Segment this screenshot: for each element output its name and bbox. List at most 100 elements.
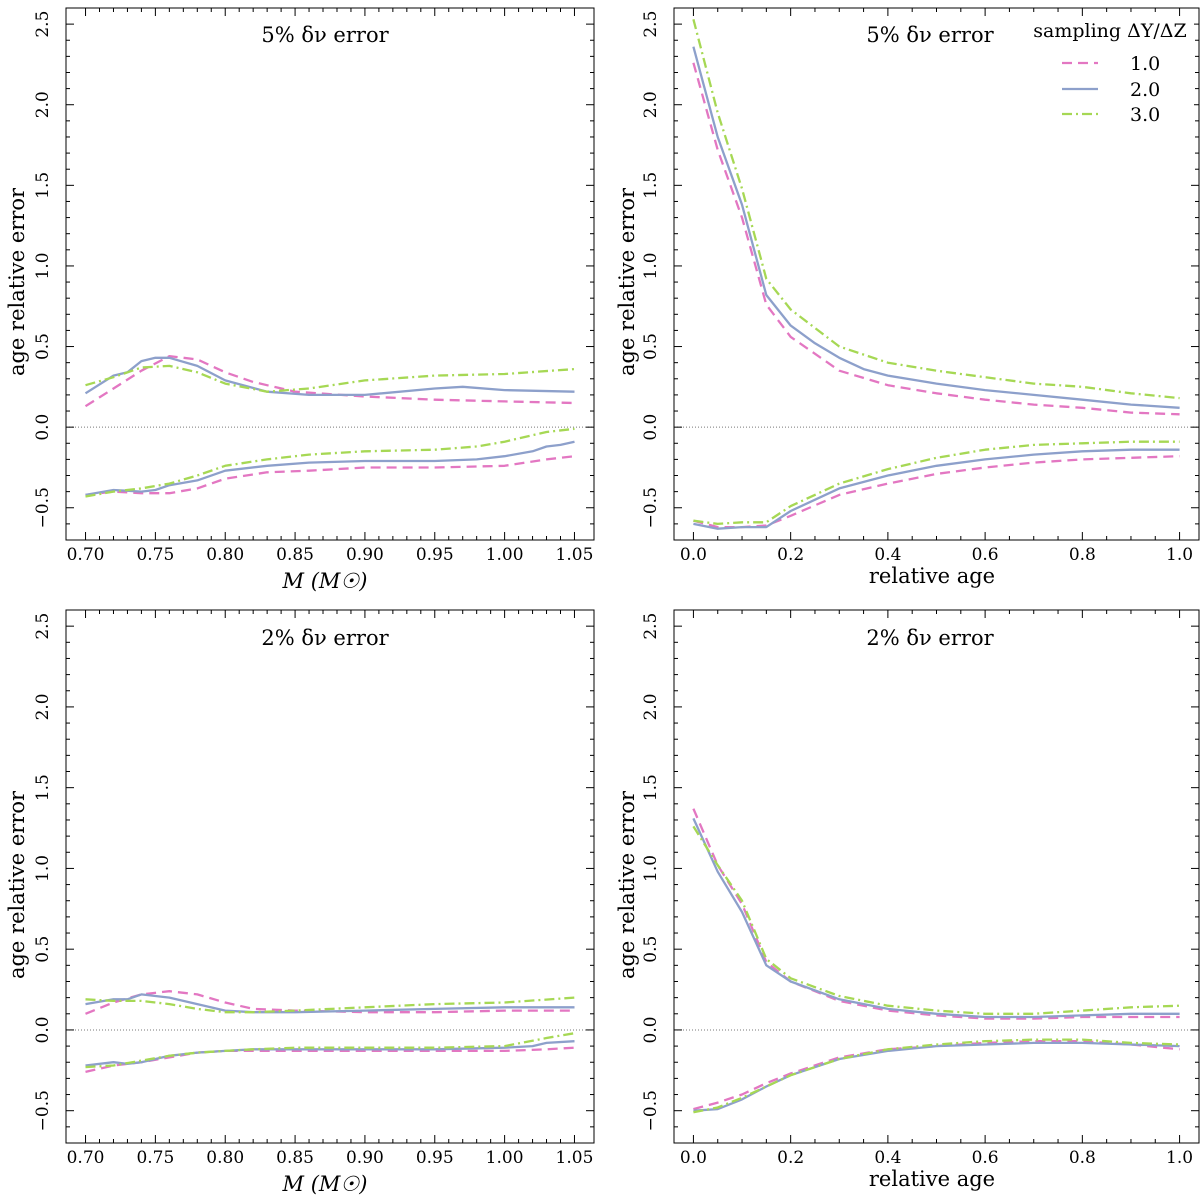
x-tick-label: 0.85 — [276, 1148, 314, 1168]
legend-entry-3: 3.0 — [1062, 104, 1160, 126]
series-2-0-upper-line — [84, 356, 575, 397]
y-tick-label: 2.5 — [33, 11, 53, 38]
y-tick-label: 1.0 — [641, 855, 661, 882]
x-tick-label: 0.4 — [874, 545, 901, 565]
panel-title: 2% δν error — [866, 626, 994, 650]
y-tick-label: −0.5 — [33, 1090, 53, 1131]
panel-title: 2% δν error — [261, 626, 389, 650]
legend-background — [1028, 18, 1194, 126]
panel-bottom-right: 2% δν error age relative error relative … — [615, 609, 1200, 1191]
series-3-0-upper-line — [692, 825, 1180, 1015]
legend-label-3: 3.0 — [1130, 104, 1160, 126]
series-1-0-upper-line — [692, 62, 1180, 416]
series-2-0-lower-line — [85, 440, 575, 497]
y-tick-label: 1.5 — [641, 172, 661, 199]
legend-label-2: 2.0 — [1130, 79, 1160, 101]
y-tick-label: 0.5 — [641, 936, 661, 963]
series-3-0-lower-line — [693, 1038, 1180, 1114]
x-tick-label: 0.90 — [346, 545, 384, 565]
x-tick-label: 0.85 — [276, 545, 314, 565]
x-tick-label: 0.75 — [136, 545, 174, 565]
y-axis-label: age relative error — [615, 790, 639, 979]
y-tick-label: 2.0 — [33, 693, 53, 720]
series-3-0-lower-line — [85, 427, 575, 498]
y-tick-label: 1.5 — [33, 172, 53, 199]
series-3-0-upper-line — [692, 19, 1180, 400]
series-3-0-upper-line — [85, 364, 575, 393]
y-tick-label: 2.5 — [33, 613, 53, 640]
y-tick-label: 2.5 — [641, 613, 661, 640]
x-tick-label: 0.2 — [777, 545, 804, 565]
y-tick-label: 2.0 — [641, 91, 661, 118]
series-2-0-upper-line — [692, 46, 1180, 409]
x-tick-label: 0.4 — [874, 1148, 901, 1168]
y-tick-label: 2.0 — [33, 91, 53, 118]
x-tick-label: 1.00 — [486, 1148, 524, 1168]
legend-label-1: 1.0 — [1130, 53, 1160, 75]
x-tick-label: 0.75 — [136, 1148, 174, 1168]
panel-bottom-left: 2% δν error age relative error M (M☉) −0… — [5, 609, 595, 1196]
series-1-0-lower-line — [693, 1040, 1180, 1111]
x-tick-label: 1.0 — [1166, 545, 1193, 565]
y-tick-label: −0.5 — [641, 487, 661, 528]
y-tick-label: 0.5 — [33, 936, 53, 963]
y-tick-label: 0.0 — [641, 414, 661, 441]
x-tick-label: 0.90 — [346, 1148, 384, 1168]
series-2-0-upper-line — [692, 817, 1180, 1019]
x-axis-label: M (M☉) — [282, 569, 368, 593]
x-tick-label: 0.70 — [67, 545, 105, 565]
panel-top-right: 5% δν error age relative error relative … — [615, 7, 1200, 588]
y-tick-label: −0.5 — [33, 487, 53, 528]
x-tick-label: 0.6 — [972, 545, 999, 565]
x-tick-label: 0.0 — [680, 1148, 707, 1168]
panel-top-left: 5% δν error age relative error M (M☉) −0… — [5, 7, 595, 593]
x-tick-label: 0.70 — [67, 1148, 105, 1168]
x-tick-label: 0.95 — [416, 545, 454, 565]
series-1-0-upper-line — [692, 808, 1180, 1020]
y-tick-label: 0.0 — [641, 1016, 661, 1043]
x-tick-label: 1.00 — [486, 545, 524, 565]
x-axis-label: relative age — [869, 564, 995, 588]
x-tick-label: 0.80 — [206, 545, 244, 565]
y-tick-label: 0.0 — [33, 1016, 53, 1043]
series-1-0-lower-line — [85, 455, 575, 497]
legend-title: sampling ΔY/ΔZ — [1033, 20, 1186, 42]
x-tick-label: 0.6 — [972, 1148, 999, 1168]
plot-frame — [65, 7, 595, 541]
series-2-0-lower-line — [693, 1041, 1180, 1112]
y-tick-label: 0.5 — [641, 333, 661, 360]
y-axis-label: age relative error — [615, 187, 639, 376]
y-tick-label: 2.0 — [641, 693, 661, 720]
x-tick-label: 0.2 — [777, 1148, 804, 1168]
x-tick-label: 0.80 — [206, 1148, 244, 1168]
panel-title: 5% δν error — [866, 23, 994, 47]
series-2-0-upper-line — [85, 993, 575, 1014]
legend-entry-2: 2.0 — [1062, 79, 1160, 101]
legend: sampling ΔY/ΔZ 1.0 2.0 3.0 — [1028, 18, 1194, 126]
y-tick-label: 1.0 — [33, 855, 53, 882]
y-tick-label: 1.5 — [641, 774, 661, 801]
y-axis-label: age relative error — [5, 790, 29, 979]
x-tick-label: 0.0 — [680, 545, 707, 565]
x-tick-label: 1.0 — [1166, 1148, 1193, 1168]
x-tick-label: 1.05 — [556, 1148, 594, 1168]
x-tick-label: 0.95 — [416, 1148, 454, 1168]
x-tick-label: 0.8 — [1069, 545, 1096, 565]
series-3-0-lower-line — [85, 1032, 575, 1069]
x-tick-label: 1.05 — [556, 545, 594, 565]
panel-title: 5% δν error — [261, 23, 389, 47]
y-tick-label: 1.0 — [641, 252, 661, 279]
y-tick-label: 1.0 — [33, 252, 53, 279]
y-tick-label: 0.5 — [33, 333, 53, 360]
y-axis-label: age relative error — [5, 187, 29, 376]
y-tick-label: 2.5 — [641, 11, 661, 38]
x-axis-label: M (M☉) — [282, 1172, 368, 1196]
y-tick-label: 0.0 — [33, 414, 53, 441]
legend-entry-1: 1.0 — [1062, 53, 1160, 75]
series-3-0-lower-line — [693, 440, 1180, 526]
x-tick-label: 0.8 — [1069, 1148, 1096, 1168]
y-tick-label: 1.5 — [33, 774, 53, 801]
series-3-0-upper-line — [85, 996, 575, 1014]
